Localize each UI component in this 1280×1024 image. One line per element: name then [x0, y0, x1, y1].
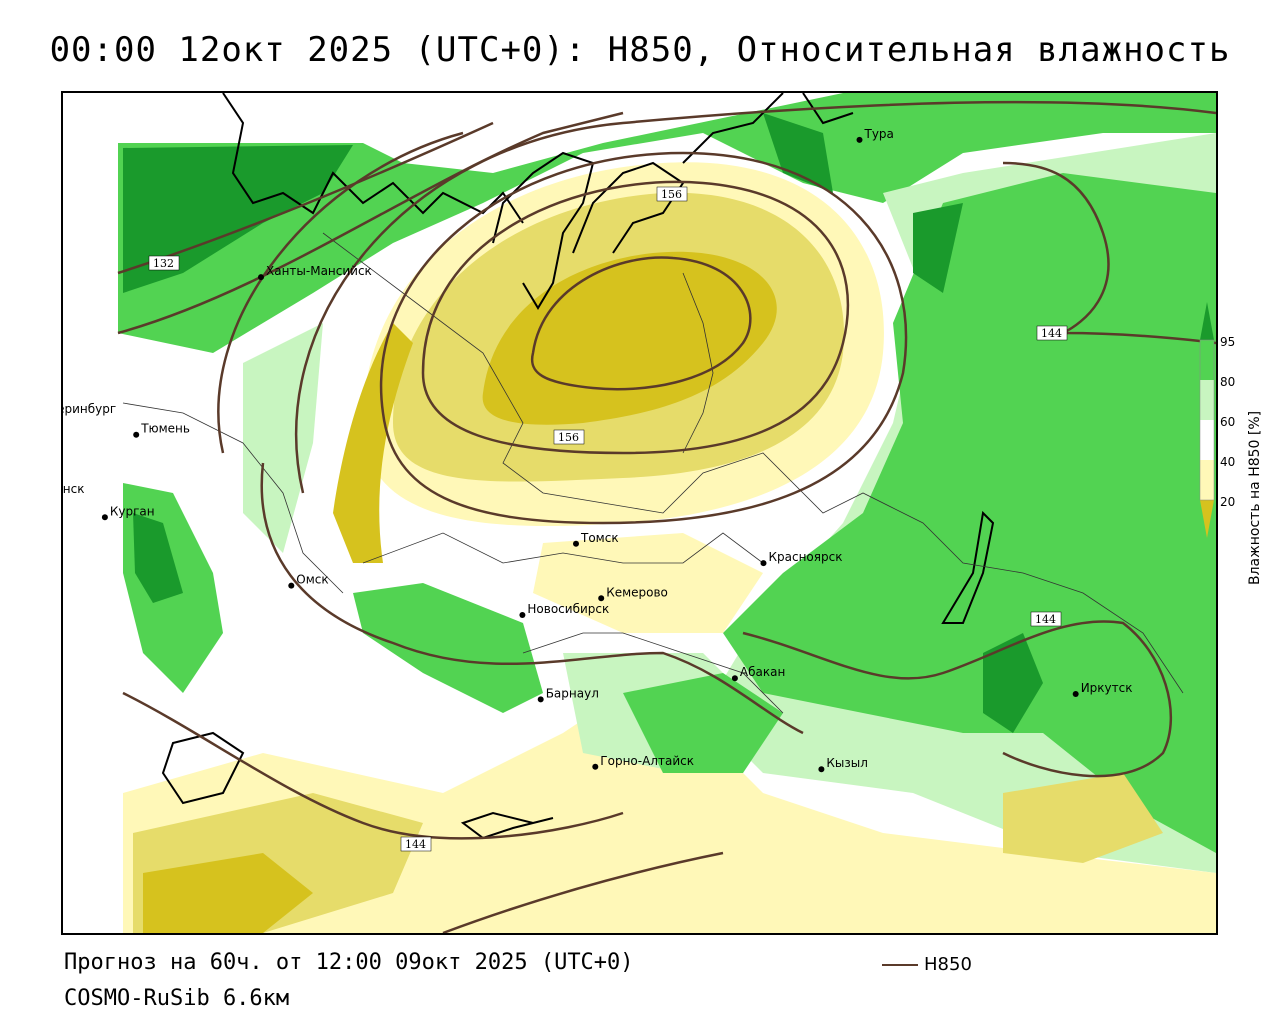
contour-label: 156 [661, 188, 682, 201]
contour-line [442, 851, 724, 933]
city-label: Омск [296, 573, 328, 587]
colorbar-tick: 80 [1220, 375, 1235, 389]
colorbar-segment [1200, 460, 1214, 500]
city-label: Красноярск [769, 550, 843, 564]
humidity-map[interactable]: 132 156 156 144 144 144 ЯкутскНорильскСа… [61, 91, 1218, 935]
humidity-zone-very-wet [123, 145, 353, 293]
contour-line [1002, 161, 1216, 345]
legend-line-swatch [882, 964, 918, 966]
city-label: Иркутск [1081, 681, 1133, 695]
h850-contours [117, 100, 1216, 933]
city-label: Кызыл [826, 756, 868, 770]
humidity-zone-wet [353, 583, 543, 713]
city-label: Тура [864, 127, 894, 141]
contour-labels: 132 156 156 144 144 144 [148, 186, 1068, 852]
contour-line [122, 691, 624, 840]
coastline [682, 93, 784, 164]
humidity-zone-slightly-dry [533, 533, 763, 633]
humidity-zone-very-dry [333, 323, 413, 563]
colorbar-tick: 60 [1220, 415, 1235, 429]
baikal-lake [941, 510, 995, 624]
region-borders [122, 232, 1184, 714]
city-marker [818, 766, 825, 773]
city-label: Екатеринбург [63, 402, 116, 416]
city-label: Ханты-Мансийск [266, 264, 372, 278]
humidity-field [118, 93, 1216, 933]
city-label: Томск [580, 531, 619, 545]
contour-line [294, 100, 1216, 494]
map-title: 00:00 12окт 2025 (UTC+0): H850, Относите… [49, 30, 1231, 70]
humidity-zone-very-wet [913, 203, 963, 293]
coastline [161, 731, 245, 805]
humidity-zone-very-wet [133, 513, 183, 603]
humidity-zone-very-wet [763, 113, 833, 193]
city-marker [537, 696, 544, 703]
colorbar-tick: 40 [1220, 455, 1235, 469]
humidity-zone-wet [723, 173, 1216, 853]
city-marker [1072, 691, 1079, 697]
city-marker [133, 431, 140, 438]
contour-line [742, 620, 1172, 778]
colorbar-segment [1200, 420, 1214, 460]
colorbar-arrow-top [1200, 302, 1214, 340]
city-label: Горно-Алтайск [600, 754, 694, 768]
humidity-zone-very-dry [143, 853, 313, 933]
contour-label: 132 [153, 257, 174, 270]
city-marker [258, 274, 264, 281]
contour-line [217, 131, 464, 454]
city-label: Абакан [740, 665, 785, 679]
colorbar-tick: 95 [1220, 335, 1235, 349]
humidity-zone-dry [1003, 773, 1163, 863]
city-marker [731, 675, 738, 682]
city-marker [519, 612, 526, 618]
contour-label: 144 [1041, 327, 1062, 340]
city-marker [288, 582, 295, 589]
contour-line [260, 462, 804, 735]
humidity-zone-wet [623, 673, 783, 773]
city-marker [760, 560, 767, 567]
city-label: Тюмень [140, 422, 190, 436]
legend-label: H850 [924, 954, 972, 975]
city-marker [101, 514, 108, 521]
colorbar-title: Влажность на H850 [%] [1247, 410, 1263, 585]
model-name: COSMO-RuSib 6.6км [64, 986, 290, 1011]
colorbar-segment [1200, 380, 1214, 420]
contour-label: 156 [558, 431, 579, 444]
contour-line [530, 256, 752, 391]
city-marker [598, 595, 605, 602]
city-markers: ЯкутскНорильскСалехардТураХанты-Мансийск… [63, 127, 1133, 773]
colorbar-segment [1200, 340, 1214, 380]
coastline [572, 161, 685, 254]
city-marker [573, 540, 579, 547]
city-label: Барнаул [546, 686, 599, 700]
coastline [802, 93, 854, 125]
city-marker [592, 763, 599, 770]
contour-line [421, 180, 850, 455]
contour-label: 144 [1035, 613, 1056, 626]
city-label: Кемерово [606, 585, 668, 599]
city-label: Новосибирск [527, 602, 609, 616]
city-label: Челябинск [63, 482, 84, 496]
contour-line [380, 151, 908, 525]
colorbar: 95 80 60 40 20 [1199, 302, 1235, 538]
forecast-info: Прогноз на 60ч. от 12:00 09окт 2025 (UTC… [64, 950, 634, 975]
humidity-zone-very-wet [983, 633, 1043, 733]
city-marker [856, 136, 863, 143]
map-canvas: 132 156 156 144 144 144 ЯкутскНорильскСа… [63, 93, 1216, 933]
humidity-zone-wet [118, 93, 1216, 353]
colorbar-arrow-bottom [1200, 500, 1214, 538]
coastline [492, 151, 595, 310]
contour-label: 144 [405, 838, 426, 851]
colorbar-tick: 20 [1220, 495, 1235, 509]
city-label: Курган [110, 504, 155, 518]
humidity-zone-moist [243, 323, 323, 553]
